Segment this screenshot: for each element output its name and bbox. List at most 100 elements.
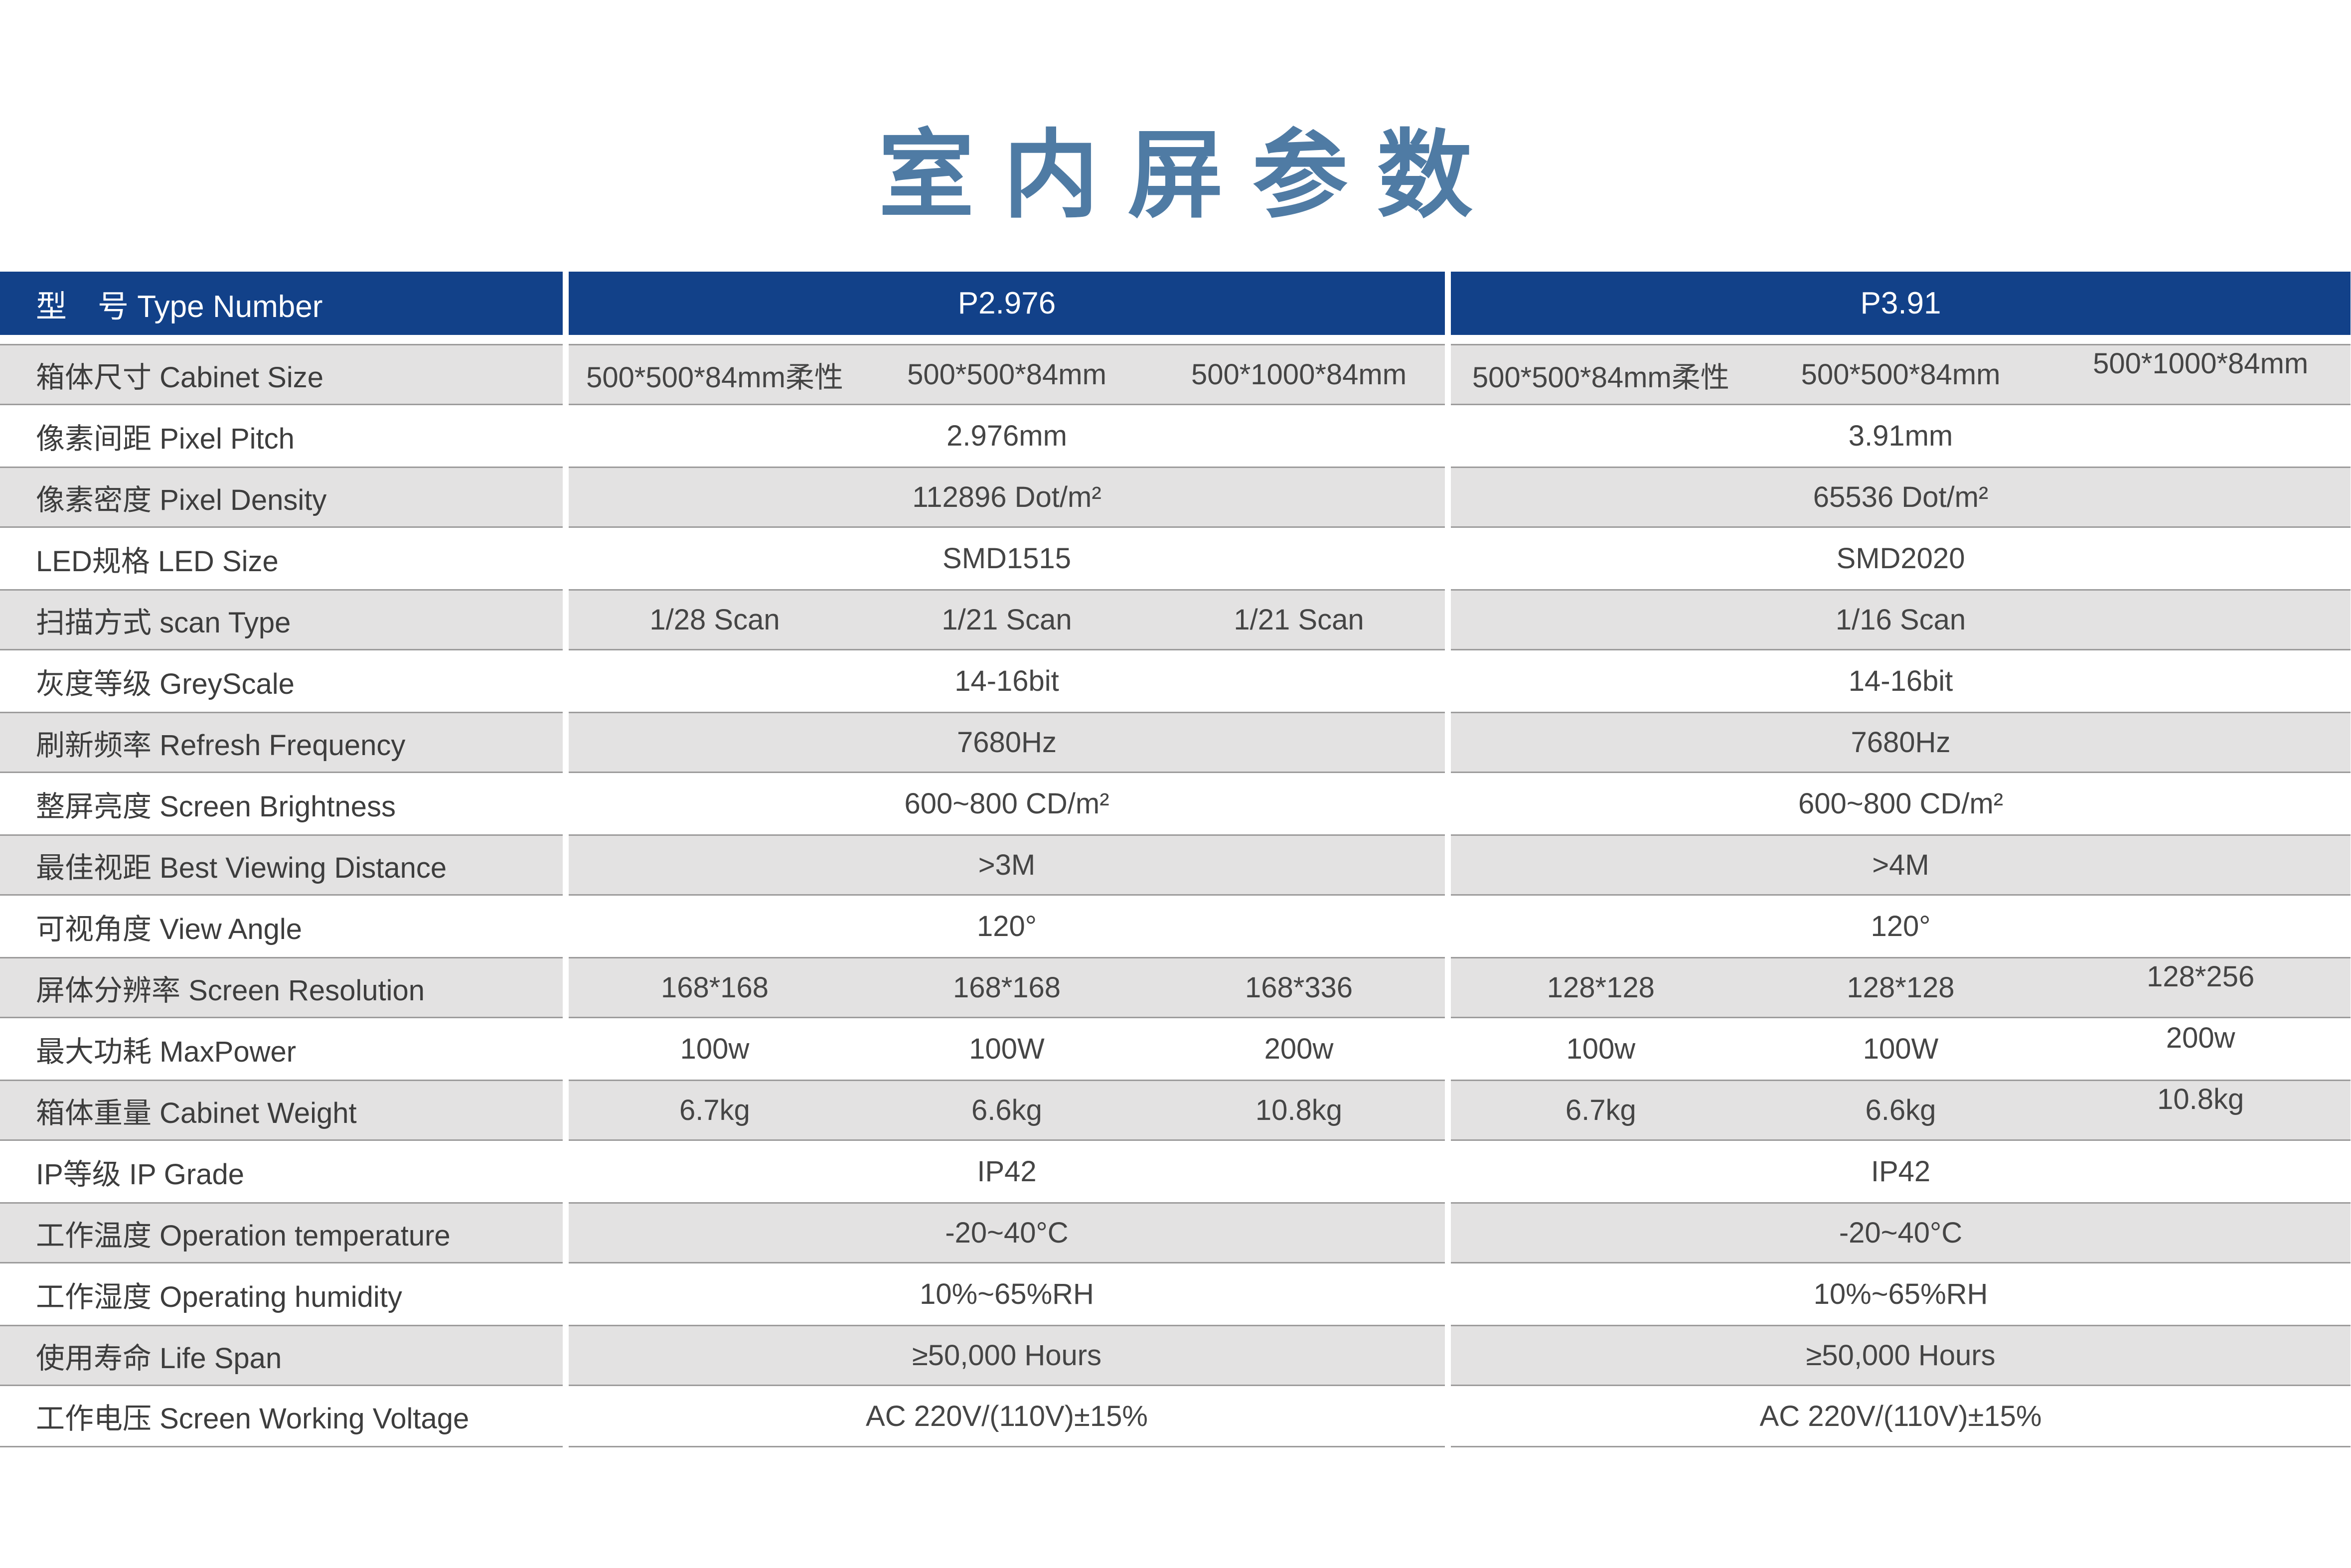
spec-value: 600~800 CD/m²	[904, 787, 1109, 820]
spec-value: 500*500*84mm	[1801, 358, 2001, 391]
spec-table: 型 号 Type Number P2.976 P3.91 箱体尺寸 Cabine…	[0, 272, 2351, 1447]
table-row-view-angle: 可视角度 View Angle 120° 120°	[0, 896, 2351, 957]
spec-value: IP42	[1871, 1155, 1931, 1188]
spec-value: 128*256	[2147, 960, 2255, 993]
row-values-p391: AC 220V/(110V)±15%	[1451, 1386, 2351, 1447]
row-label: 刷新频率 Refresh Frequency	[0, 712, 563, 773]
spec-value: 14-16bit	[954, 665, 1059, 697]
row-values-p391: 14-16bit	[1451, 650, 2351, 712]
spec-value: -20~40°C	[1839, 1217, 1963, 1249]
spec-value: 120°	[977, 910, 1037, 942]
spec-value: SMD1515	[942, 542, 1071, 575]
row-label: 工作湿度 Operating humidity	[36, 1280, 402, 1313]
spec-value: 100W	[1863, 1033, 1939, 1065]
spec-value: 6.7kg	[679, 1094, 750, 1126]
row-label: 屏体分辨率 Screen Resolution	[0, 957, 563, 1018]
spec-value: 1/21 Scan	[1234, 604, 1364, 636]
table-row-cabinet-size: 箱体尺寸 Cabinet Size 500*500*84mm柔性 500*500*…	[0, 344, 2351, 405]
spec-value: 1/28 Scan	[649, 604, 780, 636]
spec-value: 200w	[2166, 1022, 2235, 1054]
row-values-p391: 500*500*84mm柔性 500*500*84mm 500*1000*84mm	[1451, 344, 2351, 405]
spec-value: 600~800 CD/m²	[1798, 787, 2004, 820]
spec-value: >4M	[1872, 849, 1929, 881]
row-values-p2976: 168*168 168*168 168*336	[569, 957, 1445, 1018]
row-values-p391: 3.91mm	[1451, 405, 2351, 467]
spec-value: AC 220V/(110V)±15%	[866, 1400, 1148, 1432]
spec-value: 7680Hz	[957, 726, 1057, 759]
header-col-p391: P3.91	[1451, 272, 2351, 335]
spec-value: 500*500*84mm	[907, 358, 1106, 391]
spec-value: 1/16 Scan	[1835, 604, 1966, 636]
row-values-p391: 1/16 Scan	[1451, 589, 2351, 650]
table-body: 箱体尺寸 Cabinet Size 500*500*84mm柔性 500*500*…	[0, 344, 2351, 1447]
table-row-operating-humidity: 工作湿度 Operating humidity 10%~65%RH 10%~65…	[0, 1263, 2351, 1325]
row-label: 像素密度 Pixel Density	[0, 467, 563, 528]
row-values-p2976: 1/28 Scan 1/21 Scan 1/21 Scan	[569, 589, 1445, 650]
spec-value: 120°	[1871, 910, 1931, 942]
table-row-screen-brightness: 整屏亮度 Screen Brightness 600~800 CD/m² 600…	[0, 773, 2351, 834]
row-values-p2976: SMD1515	[569, 528, 1445, 589]
row-values-p2976: -20~40°C	[569, 1202, 1445, 1263]
table-row-pixel-pitch: 像素间距 Pixel Pitch 2.976mm 3.91mm	[0, 405, 2351, 467]
row-label: 使用寿命 Life Span	[0, 1325, 563, 1386]
row-values-p391: 7680Hz	[1451, 712, 2351, 773]
row-label: 箱体重量 Cabinet Weight	[0, 1080, 563, 1141]
row-values-p391: SMD2020	[1451, 528, 2351, 589]
row-values-p2976: >3M	[569, 834, 1445, 896]
table-row-ip-ip-grade: IP等级 IP Grade IP42 IP42	[0, 1141, 2351, 1202]
row-label: LED规格 LED Size	[36, 545, 279, 578]
row-values-p391: 120°	[1451, 896, 2351, 957]
spec-value: 128*128	[1547, 971, 1655, 1004]
spec-value: 7680Hz	[1851, 726, 1951, 759]
spec-value: 100W	[969, 1033, 1045, 1065]
row-values-p391: 6.7kg 6.6kg 10.8kg	[1451, 1080, 2351, 1141]
table-row-pixel-density: 像素密度 Pixel Density 112896 Dot/m² 65536 D…	[0, 467, 2351, 528]
spec-value: 6.6kg	[1865, 1094, 1936, 1126]
row-values-p2976: 100w 100W 200w	[569, 1018, 1445, 1080]
row-values-p2976: 6.7kg 6.6kg 10.8kg	[569, 1080, 1445, 1141]
row-label: 箱体尺寸 Cabinet Size	[0, 344, 563, 405]
spec-value: 10.8kg	[1255, 1094, 1343, 1126]
row-label: 像素间距 Pixel Pitch	[36, 422, 295, 455]
row-values-p391: ≥50,000 Hours	[1451, 1325, 2351, 1386]
row-values-p391: -20~40°C	[1451, 1202, 2351, 1263]
spec-value: 128*128	[1847, 971, 1955, 1004]
row-label: IP等级 IP Grade	[36, 1158, 244, 1191]
row-label: 最大功耗 MaxPower	[36, 1035, 297, 1068]
row-label: 最佳视距 Best Viewing Distance	[0, 834, 563, 896]
spec-value: ≥50,000 Hours	[1806, 1339, 1996, 1372]
row-label: 整屏亮度 Screen Brightness	[36, 790, 396, 823]
table-row-scan-type: 扫描方式 scan Type 1/28 Scan 1/21 Scan 1/21 Sc…	[0, 589, 2351, 650]
row-label: 可视角度 View Angle	[36, 913, 303, 945]
spec-value: -20~40°C	[945, 1217, 1069, 1249]
row-values-p391: IP42	[1451, 1141, 2351, 1202]
spec-value: AC 220V/(110V)±15%	[1759, 1400, 2042, 1432]
spec-value: 168*168	[660, 971, 769, 1004]
header-type-number: 型 号 Type Number	[0, 272, 563, 335]
spec-value: >3M	[978, 849, 1036, 881]
table-header-row: 型 号 Type Number P2.976 P3.91	[0, 272, 2351, 335]
spec-value: ≥50,000 Hours	[912, 1339, 1102, 1372]
spec-value: 168*336	[1245, 971, 1353, 1004]
row-values-p391: 128*128 128*128 128*256	[1451, 957, 2351, 1018]
spec-value: 14-16bit	[1848, 665, 1953, 697]
row-values-p2976: ≥50,000 Hours	[569, 1325, 1445, 1386]
row-values-p2976: 120°	[569, 896, 1445, 957]
spec-value: 1/21 Scan	[941, 604, 1072, 636]
table-row-cabinet-weight: 箱体重量 Cabinet Weight 6.7kg 6.6kg 10.8kg 6.7…	[0, 1080, 2351, 1141]
spec-value: 100w	[680, 1033, 750, 1065]
table-row-screen-working-voltage: 工作电压 Screen Working Voltage AC 220V/(110…	[0, 1386, 2351, 1447]
table-row-led-led-size: LED规格 LED Size SMD1515 SMD2020	[0, 528, 2351, 589]
spec-value: 65536 Dot/m²	[1813, 481, 1989, 513]
row-values-p2976: 7680Hz	[569, 712, 1445, 773]
spec-value: 10%~65%RH	[1813, 1278, 1988, 1310]
row-values-p391: 10%~65%RH	[1451, 1263, 2351, 1325]
table-row-greyscale: 灰度等级 GreyScale 14-16bit 14-16bit	[0, 650, 2351, 712]
table-row-screen-resolution: 屏体分辨率 Screen Resolution 168*168 168*168 16…	[0, 957, 2351, 1018]
spec-value: 100w	[1566, 1033, 1636, 1065]
row-values-p2976: AC 220V/(110V)±15%	[569, 1386, 1445, 1447]
spec-value: 500*1000*84mm	[2093, 347, 2309, 380]
row-values-p2976: 112896 Dot/m²	[569, 467, 1445, 528]
spec-value: 500*500*84mm柔性	[586, 361, 843, 394]
row-values-p2976: 600~800 CD/m²	[569, 773, 1445, 834]
